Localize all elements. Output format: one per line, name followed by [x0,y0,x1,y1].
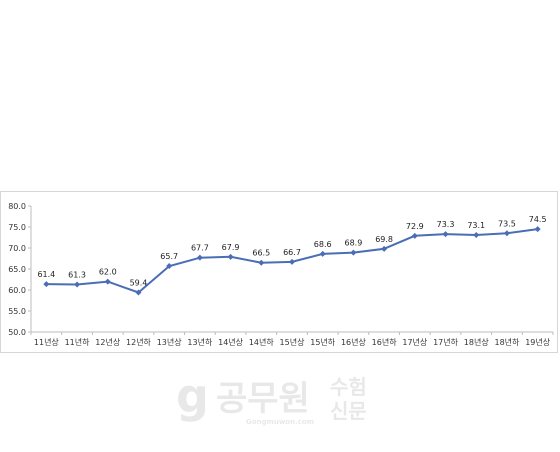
data-label: 67.9 [222,243,240,252]
x-tick-label: 16년상 [341,337,367,347]
data-point [196,254,203,261]
x-tick-label: 13년하 [187,337,213,347]
y-tick-label: 55.0 [8,307,26,316]
x-tick-label: 14년하 [249,337,275,347]
data-point [258,259,265,266]
data-label: 72.9 [406,222,424,231]
data-point [74,281,81,288]
watermark-sub-text: Gongmuwon.com [246,418,314,426]
data-label: 68.9 [345,239,363,248]
watermark-g-mark: g [176,369,209,423]
x-tick-label: 17년하 [433,337,459,347]
x-tick-label: 16년하 [372,337,398,347]
y-tick-label: 70.0 [8,244,26,253]
watermark-logo-text-top: 수험 [330,375,367,399]
x-tick-label: 17년상 [402,337,428,347]
x-tick-label: 11년하 [65,337,91,347]
data-label: 62.0 [99,268,117,277]
y-axis-ticks: 50.0 55.0 60.0 65.0 70.0 75.0 80.0 [8,202,31,337]
data-label: 59.4 [130,279,148,288]
data-label: 68.6 [314,240,332,249]
watermark-logo-text-bottom: 신문 [330,399,367,423]
line-chart: 50.0 55.0 60.0 65.0 70.0 75.0 80.0 11년상 11년하 12년… [8,202,554,347]
data-point [166,263,173,270]
data-point [411,232,418,239]
data-point [503,230,510,237]
data-label: 61.4 [37,270,55,279]
x-tick-label: 12년하 [126,337,152,347]
data-label: 69.8 [375,235,393,244]
data-point [473,231,480,238]
x-tick-label: 15년상 [280,337,306,347]
chart-frame: 50.0 55.0 60.0 65.0 70.0 75.0 80.0 11년상 11년하 12년… [0,191,558,353]
watermark-logo-text: 공무원 [216,379,310,419]
data-point [104,278,111,285]
x-tick-label: 11년상 [34,337,60,347]
data-points [43,226,541,296]
data-point [43,281,50,288]
data-point [319,250,326,257]
y-tick-label: 65.0 [8,265,26,274]
y-tick-label: 75.0 [8,223,26,232]
data-label: 65.7 [160,252,178,261]
data-labels: 61.4 61.3 62.0 59.4 65.7 67.7 67.9 66.5 66.7 68.6… [37,215,546,287]
data-point [135,289,142,296]
x-tick-label: 19년상 [525,337,551,347]
x-tick-label: 14년상 [218,337,244,347]
data-point [350,249,357,256]
y-tick-label: 50.0 [8,328,26,337]
data-label: 66.5 [252,249,270,258]
x-tick-label: 12년상 [95,337,121,347]
data-point [534,226,541,233]
data-point [227,253,234,260]
x-tick-label: 18년상 [464,337,490,347]
data-label: 61.3 [68,271,86,280]
data-label: 73.3 [437,220,455,229]
data-label: 74.5 [529,215,547,224]
data-point [289,258,295,265]
x-tick-label: 18년하 [494,337,520,347]
data-point [381,245,388,252]
data-label: 66.7 [283,248,301,257]
data-label: 67.7 [191,244,209,253]
watermark-logo: g 공무원 수험 신문 Gongmuwon.com [176,369,367,426]
data-label: 73.1 [467,221,485,230]
x-tick-label: 13년상 [157,337,183,347]
data-point [442,231,449,238]
y-tick-label: 60.0 [8,286,26,295]
y-tick-label: 80.0 [8,202,26,211]
x-axis-ticks: 11년상 11년하 12년상 12년하 13년상 13년하 14년상 14년하 15년상 15년하… [30,332,554,347]
data-label: 73.5 [498,219,516,228]
x-tick-label: 15년하 [310,337,336,347]
